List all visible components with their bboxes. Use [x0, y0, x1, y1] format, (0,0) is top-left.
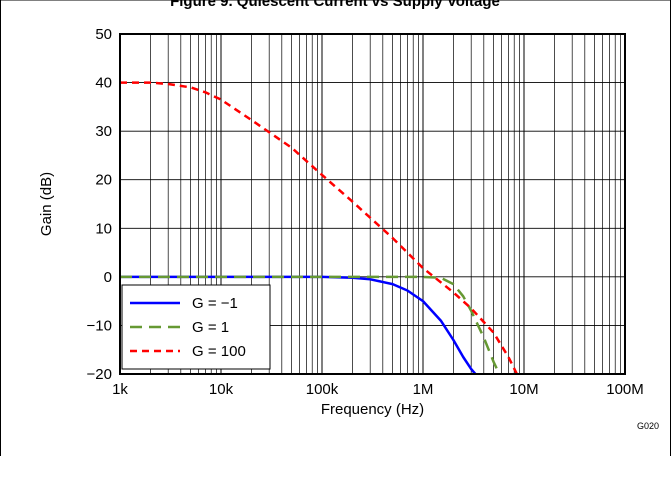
y-tick-label: −10: [87, 317, 112, 334]
x-tick-label: 100M: [606, 381, 644, 398]
legend-label-1: G = 1: [192, 319, 229, 336]
x-tick-label: 10k: [209, 381, 234, 398]
legend: G = −1 G = 1 G = 100: [121, 284, 271, 370]
x-tick-label: 10M: [509, 381, 538, 398]
x-tick-label: 1k: [112, 381, 128, 398]
plot-border: [119, 33, 626, 375]
tick-labels: 1k 10k 100k 1M 10M 100M −20 −10 0 10 20 30 40 50: [87, 26, 644, 398]
x-tick-label: 1M: [413, 381, 434, 398]
series-layer: [120, 81, 519, 374]
series-line-2: [120, 81, 519, 374]
y-tick-label: 0: [104, 269, 112, 286]
legend-label-0: G = −1: [192, 295, 238, 312]
y-tick-label: 20: [95, 172, 112, 189]
y-tick-label: 30: [95, 123, 112, 140]
legend-box: [121, 284, 271, 370]
legend-label-2: G = 100: [192, 343, 246, 360]
figure-code: G020: [637, 421, 659, 431]
y-tick-label: 40: [95, 75, 112, 92]
x-tick-label: 100k: [306, 381, 339, 398]
y-tick-label: 50: [95, 26, 112, 43]
y-tick-label: −20: [87, 366, 112, 383]
series-line-1: [120, 275, 501, 374]
figure-title: Figure 9. Quiescent Current vs Supply Vo…: [170, 0, 500, 10]
x-axis-label: Frequency (Hz): [321, 401, 424, 418]
y-tick-label: 10: [95, 220, 112, 237]
y-axis-label: Gain (dB): [38, 172, 55, 236]
